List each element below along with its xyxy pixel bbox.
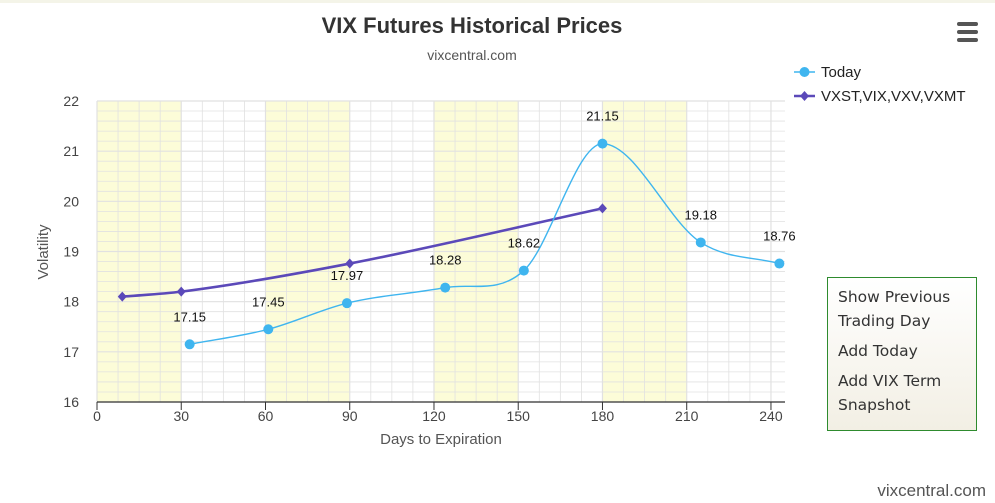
legend-diamond-marker [800,91,809,101]
legend-item-label[interactable]: VXST,VIX,VXV,VXMT [821,88,966,105]
data-label: 18.76 [763,229,796,244]
data-label: 17.97 [331,268,364,283]
menu-bar [957,30,978,34]
menu-bar [957,22,978,26]
data-label: 18.28 [429,253,462,268]
menu-item-add-today[interactable]: Add Today [838,342,918,360]
term-structure-point [345,258,355,269]
hamburger-menu-icon[interactable] [954,22,984,46]
menu-item-show-previous-trading-day[interactable]: Show Previous Trading Day [838,288,951,330]
menu-bar [957,38,978,42]
y-tick-label: 16 [63,394,79,410]
today-point [518,265,529,276]
data-label: 17.45 [252,294,285,309]
today-point [184,339,195,350]
grid-lines [96,100,785,403]
today-point [440,282,451,293]
menu-item-add-vix-term-snapshot[interactable]: Add VIX Term Snapshot [838,372,942,414]
data-label: 19.18 [684,207,717,222]
y-tick-label: 18 [63,294,79,310]
axes: 0 30 60 90 120 150 180 210 240 16 17 18 19 20 21 22 [63,93,785,424]
legend-item-label[interactable]: Today [821,64,862,81]
series-line-today [189,142,780,345]
today-point [774,258,785,269]
x-tick-label: 210 [675,408,699,424]
x-tick-label: 60 [258,408,274,424]
data-labels: 17.15 17.45 17.97 18.28 18.62 21.15 19.18 18.76 [173,109,795,325]
x-tick-label: 0 [93,408,101,424]
today-point [341,298,352,309]
y-tick-label: 22 [63,93,79,109]
y-tick-label: 17 [63,344,79,360]
top-border [0,0,995,3]
data-label: 18.62 [508,236,541,251]
x-tick-label: 90 [342,408,358,424]
series-line-term-structure [122,207,603,298]
data-label: 17.15 [173,309,206,324]
legend: Today VXST,VIX,VXV,VXMT [794,64,966,105]
term-structure-point [176,286,186,297]
x-tick-label: 240 [759,408,783,424]
y-tick-label: 19 [63,244,79,260]
today-point [597,138,608,149]
today-point [263,324,274,335]
term-structure-point [597,203,607,214]
context-menu: Show Previous Trading Day Add Today Add … [827,277,977,431]
today-point [695,237,706,248]
x-tick-label: 180 [591,408,615,424]
y-tick-label: 21 [63,143,79,159]
credit-text[interactable]: vixcentral.com [877,481,986,500]
y-axis-title: Volatility [35,224,52,280]
series-layer [117,138,785,350]
data-label: 21.15 [586,109,619,124]
legend-circle-marker [799,67,810,77]
y-tick-label: 20 [63,193,79,209]
term-structure-point [117,291,127,302]
x-tick-label: 150 [507,408,531,424]
x-tick-label: 120 [422,408,446,424]
chart-title: VIX Futures Historical Prices [322,13,623,38]
x-axis-title: Days to Expiration [380,431,502,448]
chart-subtitle: vixcentral.com [427,47,516,63]
x-tick-label: 30 [173,408,189,424]
